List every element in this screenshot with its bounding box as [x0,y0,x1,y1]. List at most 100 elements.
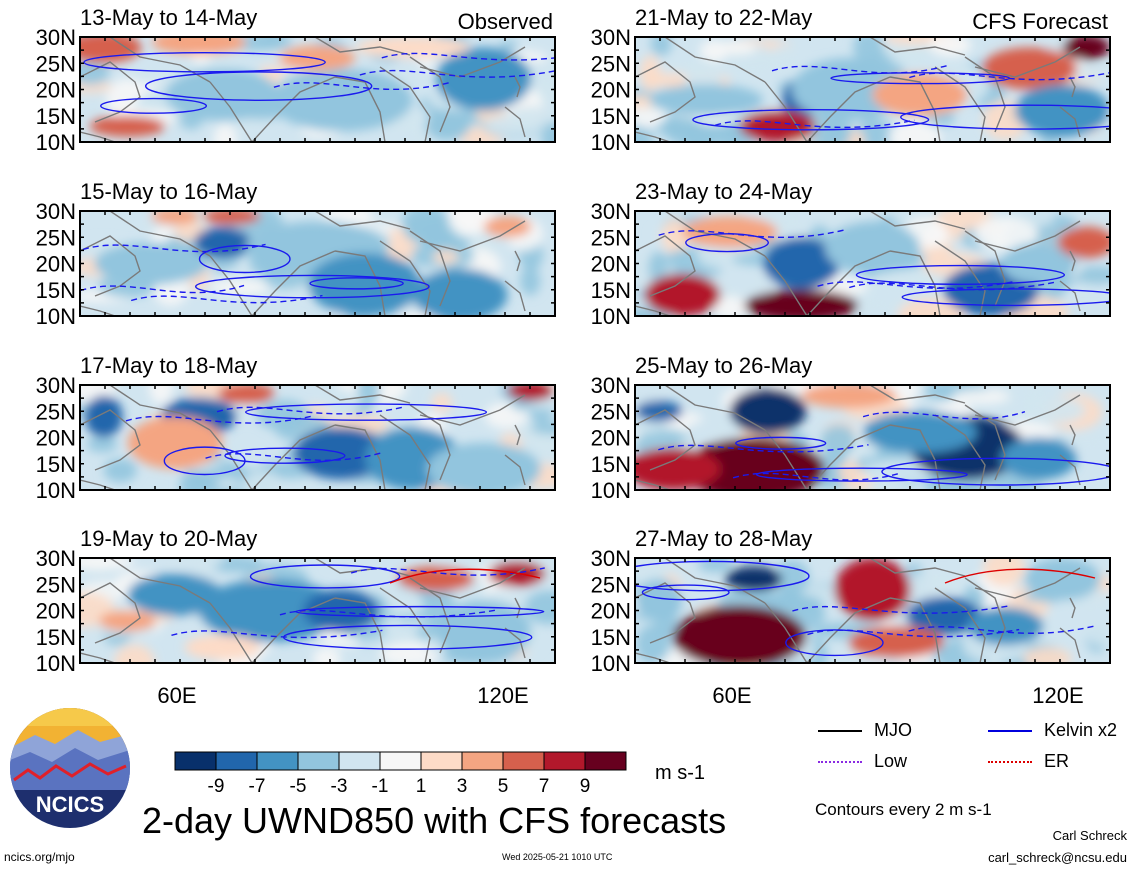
lat-label: 15N [36,625,76,650]
colorbar-swatch [174,751,217,771]
lat-label: 20N [591,426,631,451]
kelvin-contours [658,229,1110,307]
panel-title: 23-May to 24-May [635,179,812,204]
lat-label: 15N [591,452,631,477]
lat-label: 10N [591,130,631,155]
colorbar-swatch [297,751,340,771]
axis-ticks [79,557,556,664]
axis-ticks [634,36,1111,143]
logo-text: NCICS [36,792,104,817]
legend-label-kelvin: Kelvin x2 [1044,720,1118,740]
lon-label: 120E [477,683,528,708]
lat-label: 20N [591,599,631,624]
lon-label: 120E [1032,683,1083,708]
lon-label: 60E [712,683,751,708]
legend-line-kelvin [988,729,1032,732]
colorbar-tick-label: 7 [539,776,550,797]
wind-anomaly-field [635,37,1110,142]
kelvin-contours [83,51,555,114]
panel-title: 25-May to 26-May [635,353,812,378]
coastlines [635,385,1081,490]
lat-label: 15N [36,104,76,129]
lat-label: 10N [591,478,631,503]
colorbar-tick-label: 1 [416,776,427,797]
lat-label: 15N [36,278,76,303]
panel-title: 15-May to 16-May [80,179,257,204]
timestamp: Wed 2025-05-21 1010 UTC [502,852,613,862]
kelvin-contours [635,560,1096,657]
lat-label: 15N [36,452,76,477]
lat-label: 10N [36,478,76,503]
lat-label: 25N [591,399,631,424]
kelvin-contours [171,564,545,650]
lat-label: 15N [591,104,631,129]
lat-label: 10N [36,651,76,676]
wind-anomaly-field [635,385,1110,490]
wind-anomaly-field [635,211,1110,316]
lat-label: 10N [591,304,631,329]
lat-label: 15N [591,625,631,650]
lat-label: 10N [591,651,631,676]
lon-label: 60E [157,683,196,708]
lat-label: 30N [591,199,631,224]
legend-item-kelvin: Kelvin x2 [988,720,1117,741]
kelvin-contours [125,403,488,476]
lat-label: 20N [591,78,631,103]
lat-label: 25N [591,51,631,76]
colorbar-swatch [502,751,545,771]
colorbar-swatch [543,751,586,771]
colorbar-swatch [256,751,299,771]
legend-item-low: Low [818,751,907,772]
lat-label: 20N [36,599,76,624]
lon-labels: 60E 120E [157,683,528,708]
legend-label-mjo: MJO [874,720,912,740]
coastlines [80,211,526,316]
legend-item-mjo: MJO [818,720,912,741]
kelvin-contours [658,411,1110,486]
forecast-label: CFS Forecast [972,9,1108,34]
axis-ticks [634,557,1111,664]
colorbar-units: m s-1 [655,762,705,784]
legend-line-mjo [818,729,862,732]
lat-label: 30N [36,546,76,571]
colorbar-tick-label: -5 [290,776,307,797]
axis-ticks [634,210,1111,317]
coastlines [635,211,1081,316]
colorbar-tick-label: -7 [249,776,266,797]
coastlines [635,558,1081,663]
colorbar-tick-label: 5 [498,776,509,797]
colorbar-tick-label: -9 [208,776,225,797]
lon-labels: 60E 120E [712,683,1083,708]
kelvin-contours [692,65,1110,131]
lat-label: 15N [591,278,631,303]
colorbar-swatch [338,751,381,771]
colorbar-swatch [420,751,463,771]
contour-note: Contours every 2 m s-1 [815,800,992,819]
colorbar: -9 -7 -5 -3 -1 1 3 5 7 9 [174,751,627,797]
legend-item-er: ER [988,751,1069,772]
colorbar-tick-label: 3 [457,776,468,797]
lat-label: 30N [36,373,76,398]
legend-line-er [988,760,1032,763]
colorbar-tick-label: 9 [580,776,591,797]
axis-ticks [634,384,1111,491]
lat-label: 20N [36,426,76,451]
panel-title: 17-May to 18-May [80,353,257,378]
panel-title: 27-May to 28-May [635,526,812,551]
legend-label-low: Low [874,751,908,771]
axis-ticks [79,36,556,143]
lat-label: 25N [36,225,76,250]
panel-title: 19-May to 20-May [80,526,257,551]
author-name: Carl Schreck [1052,828,1127,843]
wind-anomaly-field [80,37,555,142]
coastlines [635,37,1081,142]
colorbar-swatch [379,751,422,771]
